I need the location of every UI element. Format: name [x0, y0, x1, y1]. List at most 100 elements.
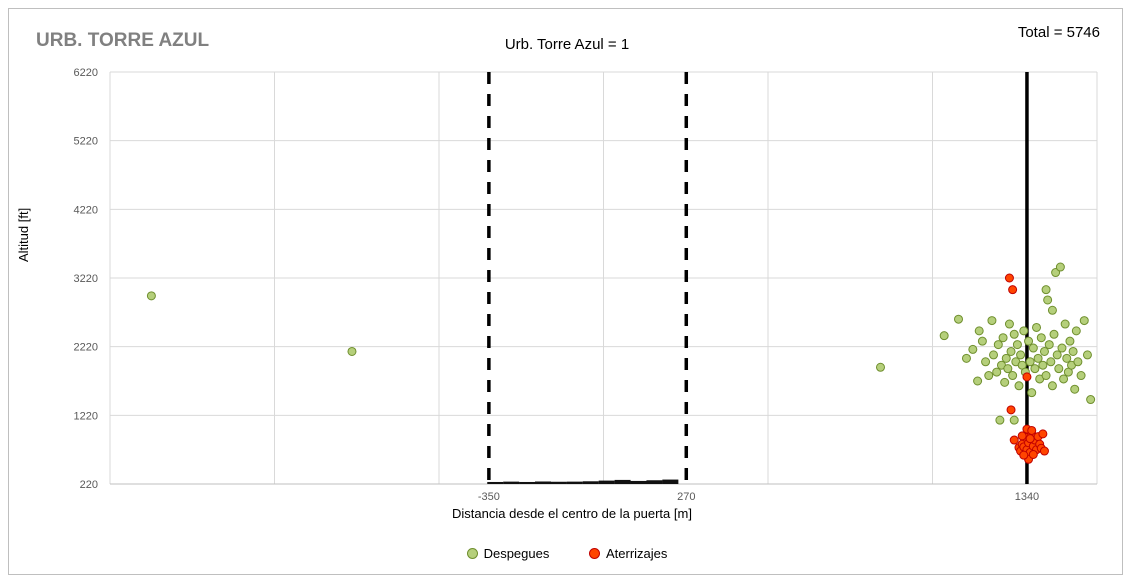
despegues-point [1047, 381, 1057, 391]
x-tick-label: -350 [478, 491, 500, 503]
y-axis-label: Altitud [ft] [16, 207, 31, 262]
despegues-point [973, 376, 983, 386]
ground-bar [519, 481, 536, 484]
ground-bar [614, 479, 631, 484]
despegues-point [1073, 357, 1083, 367]
despegues-point [1028, 343, 1038, 353]
corner-title: URB. TORRE AZUL [36, 30, 210, 51]
x-tick-label: 1340 [1015, 491, 1039, 503]
despegues-point [1004, 319, 1014, 329]
despegues-point [998, 333, 1008, 343]
y-tick-label: 1220 [74, 410, 98, 422]
chart-title: Urb. Torre Azul = 1 [504, 36, 630, 53]
y-tick-label: 2220 [74, 342, 98, 354]
despegues-point [961, 353, 971, 363]
despegues-point [1060, 319, 1070, 329]
despegues-point [1054, 364, 1064, 374]
ground-bar [646, 480, 663, 484]
aterrizajes-point [1017, 431, 1027, 441]
ground-bar [662, 479, 679, 484]
legend-label-aterrizajes: Aterrizajes [605, 546, 668, 561]
x-axis-label: Distancia desde el centro de la puerta [… [452, 506, 692, 521]
despegues-point [1041, 285, 1051, 295]
despegues-point [1003, 364, 1013, 374]
despegues-point [981, 357, 991, 367]
despegues-point [1043, 295, 1053, 305]
legend-item-aterrizajes: Aterrizajes [588, 546, 668, 561]
despegues-point [954, 314, 964, 324]
ground-bar [503, 481, 520, 484]
despegues-point [1025, 357, 1035, 367]
aterrizajes-point [1038, 429, 1048, 439]
despegues-point [1044, 340, 1054, 350]
aterrizajes-point [1008, 285, 1018, 295]
ground-bar [566, 481, 583, 484]
despegues-point [1047, 305, 1057, 315]
despegues-point [347, 346, 357, 356]
despegues-point [146, 291, 156, 301]
legend-label-despegues: Despegues [483, 546, 550, 561]
despegues-point [1014, 381, 1024, 391]
despegues-point [1009, 415, 1019, 425]
despegues-point [1009, 329, 1019, 339]
despegues-point [1079, 316, 1089, 326]
chart-frame [8, 8, 1123, 575]
despegues-point [1024, 336, 1034, 346]
despegues-point [1065, 336, 1075, 346]
aterrizajes-point [1019, 450, 1029, 460]
despegues-point [992, 367, 1002, 377]
despegues-point [875, 362, 885, 372]
despegues-point [1030, 364, 1040, 374]
despegues-point [1057, 343, 1067, 353]
despegues-point [974, 326, 984, 336]
despegues-point [1019, 326, 1029, 336]
legend-marker-aterrizajes [588, 548, 600, 559]
despegues-point [1000, 377, 1010, 387]
legend-marker-despegues [466, 548, 478, 559]
aterrizajes-point [1004, 273, 1014, 283]
despegues-point [1006, 346, 1016, 356]
y-tick-label: 6220 [74, 67, 98, 79]
despegues-point [989, 350, 999, 360]
aterrizajes-point [1025, 434, 1035, 444]
aterrizajes-point [1028, 449, 1038, 459]
aterrizajes-point [1006, 405, 1016, 415]
despegues-point [1059, 374, 1069, 384]
despegues-point [993, 340, 1003, 350]
aterrizajes-point [1039, 446, 1049, 456]
total-label: Total = 5746 [1017, 24, 1100, 41]
ground-bar [630, 480, 647, 484]
ground-bar [550, 481, 567, 484]
despegues-point [1076, 371, 1086, 381]
despegues-point [1033, 353, 1043, 363]
despegues-point [1032, 322, 1042, 332]
despegues-point [1068, 346, 1078, 356]
despegues-point [1052, 350, 1062, 360]
aterrizajes-point [1022, 372, 1032, 382]
despegues-point [995, 415, 1005, 425]
despegues-point [1016, 350, 1026, 360]
y-tick-label: 3220 [74, 273, 98, 285]
despegues-point [1049, 329, 1059, 339]
legend: Despegues Aterrizajes [0, 546, 1134, 562]
despegues-point [1062, 353, 1072, 363]
despegues-point [1082, 350, 1092, 360]
despegues-point [1027, 388, 1037, 398]
ground-bar [487, 481, 504, 484]
aterrizajes-point [1027, 425, 1037, 435]
despegues-point [1001, 353, 1011, 363]
ground-bar [598, 480, 615, 484]
despegues-point [984, 371, 994, 381]
despegues-point [1036, 333, 1046, 343]
ground-bar [582, 481, 599, 484]
despegues-point [1086, 395, 1096, 405]
despegues-point [977, 336, 987, 346]
despegues-point [987, 316, 997, 326]
despegues-point [1041, 371, 1051, 381]
y-tick-label: 5220 [74, 136, 98, 148]
despegues-point [968, 344, 978, 354]
aterrizajes-point [1009, 435, 1019, 445]
despegues-point [1071, 326, 1081, 336]
despegues-point [1039, 346, 1049, 356]
